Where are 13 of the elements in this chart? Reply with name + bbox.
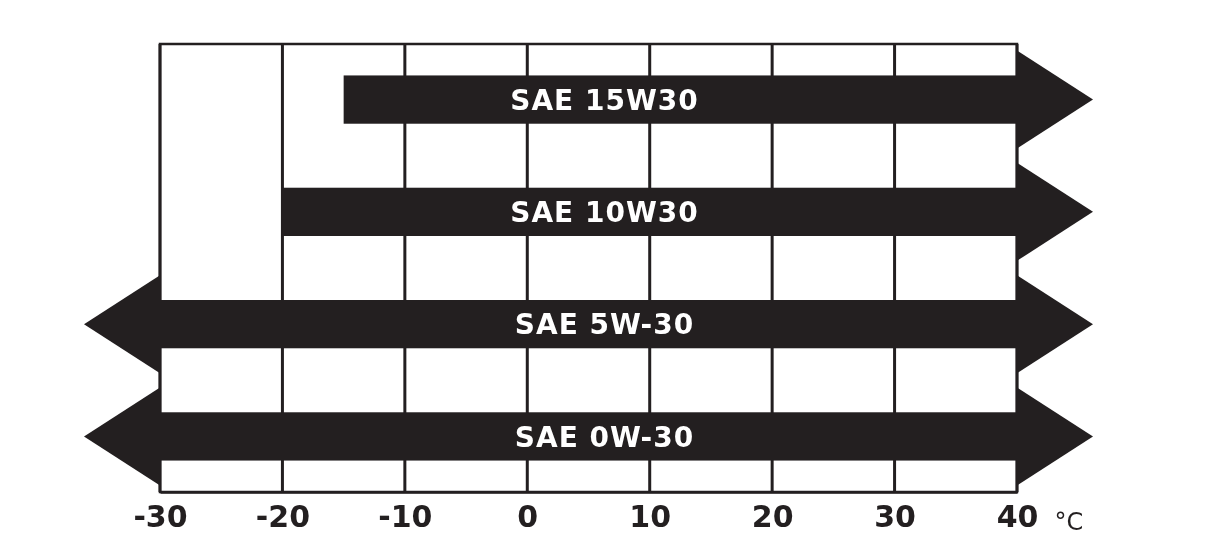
y-tick-label: SAE 10W30 xyxy=(510,195,699,229)
x-tick-label: 20 xyxy=(751,499,794,535)
x-tick-label: -20 xyxy=(255,499,311,535)
y-tick-label: SAE 15W30 xyxy=(510,83,699,117)
x-tick-label: 30 xyxy=(874,499,916,535)
x-tick-label: -30 xyxy=(133,499,188,535)
y-tick-label: SAE 0W-30 xyxy=(514,420,695,454)
x-tick-label: 40 xyxy=(996,499,1039,535)
x-axis-title: °C xyxy=(1054,508,1084,536)
y-tick-label: SAE 5W-30 xyxy=(514,308,695,342)
x-tick-label: -10 xyxy=(378,499,433,535)
x-tick-label: 10 xyxy=(629,499,672,535)
x-tick-label: 0 xyxy=(517,499,539,535)
